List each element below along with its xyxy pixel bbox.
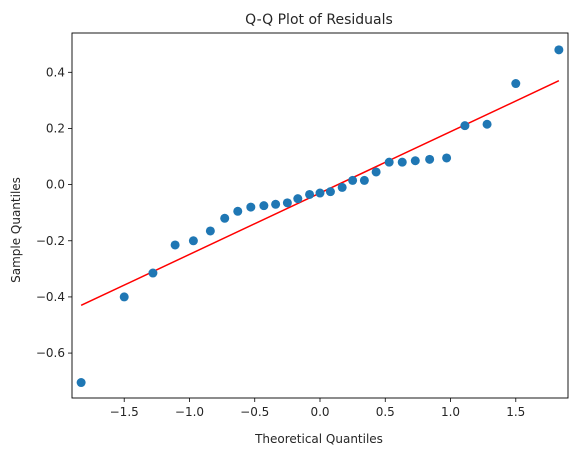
data-point bbox=[148, 268, 158, 278]
data-point bbox=[119, 292, 129, 302]
x-tick-label: −1.5 bbox=[110, 405, 139, 419]
data-point bbox=[348, 175, 358, 185]
data-point bbox=[425, 154, 435, 164]
data-point bbox=[511, 79, 521, 89]
data-point bbox=[76, 378, 86, 388]
data-point bbox=[220, 213, 230, 223]
data-point bbox=[271, 199, 281, 209]
data-point bbox=[315, 188, 325, 198]
y-tick-label: 0.0 bbox=[46, 178, 65, 192]
y-axis-label: Sample Quantiles bbox=[9, 177, 23, 283]
data-point bbox=[233, 206, 243, 216]
x-tick-label: 1.0 bbox=[441, 405, 460, 419]
data-point bbox=[460, 121, 470, 131]
y-tick-label: −0.4 bbox=[36, 290, 65, 304]
data-point bbox=[293, 194, 303, 204]
data-point bbox=[325, 187, 335, 197]
points-group bbox=[76, 45, 564, 388]
data-point bbox=[205, 226, 215, 236]
data-point bbox=[384, 157, 394, 167]
chart-title: Q-Q Plot of Residuals bbox=[245, 12, 393, 28]
data-point bbox=[337, 182, 347, 192]
x-tick-label: −1.0 bbox=[175, 405, 204, 419]
y-tick-label: 0.2 bbox=[46, 121, 65, 135]
y-tick-label: −0.2 bbox=[36, 234, 65, 248]
y-axis-ticks: −0.6 −0.4 −0.2 0.0 0.2 0.4 bbox=[36, 65, 72, 360]
x-tick-label: 0.0 bbox=[310, 405, 329, 419]
data-point bbox=[397, 157, 407, 167]
data-point bbox=[259, 201, 269, 211]
data-point bbox=[359, 175, 369, 185]
data-point bbox=[170, 240, 180, 250]
data-point bbox=[305, 189, 315, 199]
x-axis-label: Theoretical Quantiles bbox=[254, 432, 383, 446]
data-point bbox=[371, 167, 381, 177]
plot-frame bbox=[71, 32, 569, 399]
y-tick-label: 0.4 bbox=[46, 65, 65, 79]
data-point bbox=[188, 236, 198, 246]
y-tick-label: −0.6 bbox=[36, 346, 65, 360]
x-tick-label: 1.5 bbox=[506, 405, 525, 419]
data-point bbox=[410, 156, 420, 166]
x-axis-ticks: −1.5 −1.0 −0.5 0.0 0.5 1.0 1.5 bbox=[110, 398, 525, 419]
data-point bbox=[554, 45, 564, 55]
data-point bbox=[442, 153, 452, 163]
x-tick-label: 0.5 bbox=[376, 405, 395, 419]
data-point bbox=[246, 202, 256, 212]
data-point bbox=[282, 198, 292, 208]
data-point bbox=[482, 119, 492, 129]
x-tick-label: −0.5 bbox=[240, 405, 269, 419]
